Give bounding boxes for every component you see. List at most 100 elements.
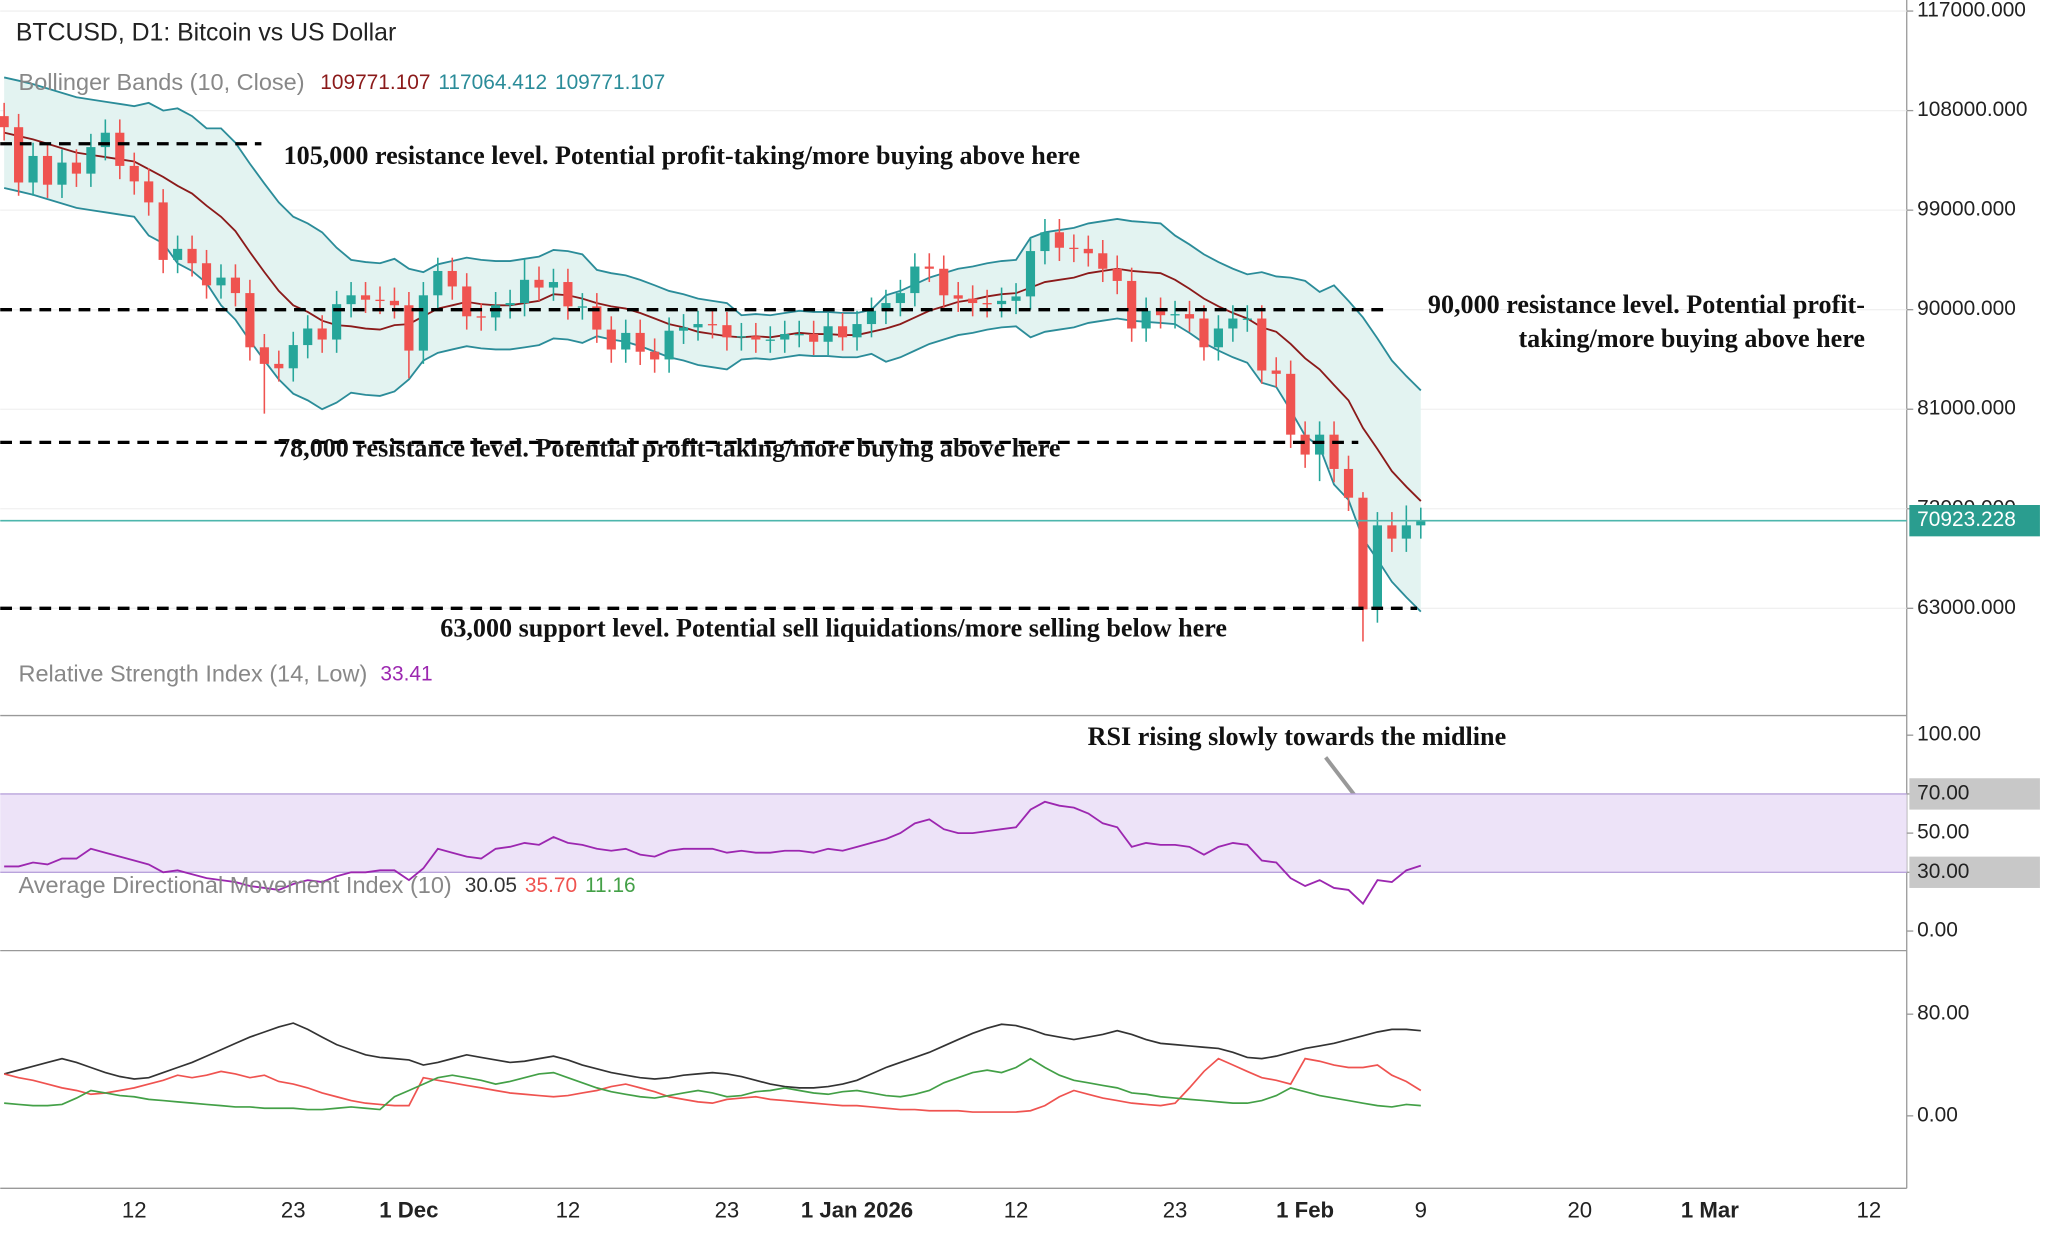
candle-body: [707, 324, 718, 326]
candle-body: [245, 293, 255, 348]
candle-body: [288, 345, 298, 369]
y-tick-label: 50.00: [1917, 821, 1969, 844]
candle-body: [534, 279, 544, 288]
candle-body: [71, 162, 82, 174]
candle-body: [592, 306, 602, 330]
candle-body: [895, 293, 905, 304]
candle-body: [476, 316, 486, 318]
candle-body: [866, 310, 877, 325]
indicator-value: 33.41: [380, 663, 432, 686]
candle-body: [910, 266, 920, 294]
x-tick-label: 12: [122, 1198, 147, 1223]
candle-body: [751, 336, 761, 340]
rsi-band: [0, 793, 1907, 873]
rsi-annotation: RSI rising slowly towards the midline: [1088, 722, 1507, 751]
candle-body: [57, 162, 67, 185]
candle-body: [274, 363, 284, 369]
candle-body: [924, 266, 934, 269]
level-annotation: 63,000 support level. Potential sell liq…: [440, 614, 1227, 643]
candle-body: [491, 305, 501, 318]
indicator-line: [3, 1022, 1421, 1089]
candle-body: [1069, 247, 1079, 250]
y-tick-label: 99000.000: [1917, 198, 2016, 221]
candle-body: [678, 327, 689, 331]
y-tick-label: 70.00: [1917, 781, 1969, 804]
indicator-value: 11.16: [585, 874, 636, 897]
candle-body: [765, 339, 775, 341]
candle-body: [0, 116, 9, 128]
candle-body: [447, 270, 457, 287]
candle-body: [577, 306, 587, 308]
x-tick-label: 1 Jan 2026: [801, 1198, 913, 1223]
candle-body: [14, 127, 24, 183]
last-price-label: 70923.228: [1917, 508, 2016, 531]
candle-body: [462, 286, 472, 317]
candle-body: [1156, 310, 1166, 316]
candle-body: [1054, 232, 1064, 248]
y-tick-label: 0.00: [1917, 919, 1958, 942]
candle-body: [1228, 318, 1238, 329]
candle-body: [346, 295, 356, 305]
indicator-label: Average Directional Movement Index (10): [19, 872, 452, 898]
x-tick-label: 20: [1567, 1198, 1592, 1223]
candle-body: [129, 165, 139, 182]
candle-body: [548, 282, 559, 288]
candle-body: [1141, 310, 1151, 329]
x-tick-label: 12: [556, 1198, 581, 1223]
candle-body: [852, 324, 862, 338]
candle-body: [1213, 328, 1223, 348]
candle-body: [1242, 318, 1252, 320]
candle-body: [1315, 434, 1325, 455]
candle-body: [1329, 434, 1339, 469]
level-annotation: taking/more buying above here: [1518, 324, 1864, 353]
candle-body: [418, 295, 428, 351]
candle-body: [1271, 370, 1281, 374]
indicator-value: 30.05: [465, 874, 517, 897]
candle-body: [606, 329, 616, 350]
candle-body: [664, 330, 674, 360]
y-tick-label: 81000.000: [1917, 397, 2016, 420]
candle-body: [1343, 468, 1354, 498]
candle-body: [953, 295, 963, 299]
candle-body: [303, 328, 313, 346]
candle-body: [1286, 373, 1296, 435]
candle-body: [173, 248, 183, 260]
chart-title: BTCUSD, D1: Bitcoin vs US Dollar: [16, 19, 396, 46]
candle-body: [1025, 251, 1036, 297]
y-tick-label: 30.00: [1917, 860, 1969, 883]
candle-body: [389, 300, 400, 306]
candle-body: [1011, 296, 1021, 301]
x-tick-label: 9: [1415, 1198, 1427, 1223]
candle-body: [433, 270, 443, 296]
candle-body: [635, 332, 645, 352]
indicator-value: 109771.107: [555, 71, 665, 94]
candle-body: [86, 147, 96, 174]
candle-body: [332, 304, 342, 340]
candle-body: [519, 279, 530, 304]
candle-body: [187, 248, 197, 264]
x-tick-label: 1 Mar: [1681, 1198, 1739, 1223]
x-tick-label: 1 Feb: [1276, 1198, 1334, 1223]
indicator-label: Relative Strength Index (14, Low): [19, 660, 368, 686]
x-tick-label: 12: [1004, 1198, 1029, 1223]
band-line: [3, 187, 1422, 613]
candle-body: [1170, 314, 1180, 316]
y-tick-label: 80.00: [1917, 1002, 1969, 1025]
candle-body: [1184, 314, 1195, 319]
candle-body: [1401, 525, 1411, 539]
y-tick-highlight: [1909, 778, 2040, 810]
candle-body: [1300, 434, 1310, 455]
candle-body: [881, 303, 891, 311]
candle-body: [28, 155, 38, 183]
candle-body: [158, 202, 168, 260]
candle-body: [1372, 525, 1382, 610]
candle-body: [722, 325, 732, 338]
indicator-line: [3, 1057, 1422, 1113]
x-tick-label: 23: [715, 1198, 740, 1223]
last-price-box: [1909, 505, 2040, 537]
candle-body: [1358, 497, 1368, 610]
x-tick-label: 1 Dec: [379, 1198, 438, 1223]
candle-body: [968, 298, 978, 304]
